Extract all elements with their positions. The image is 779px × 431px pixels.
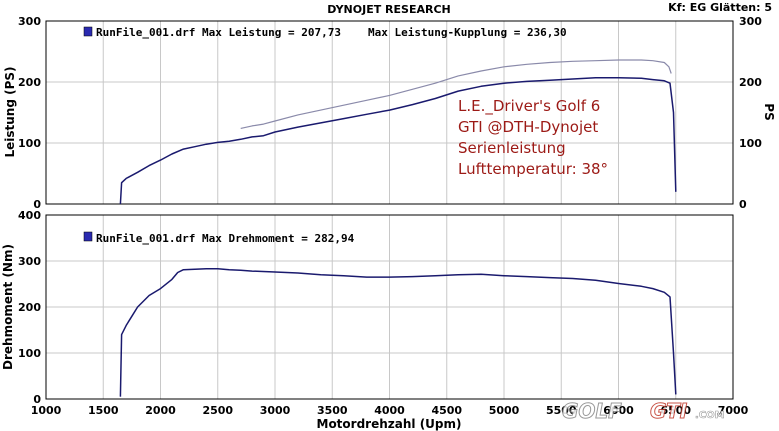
power-series-line-secondary (240, 59, 672, 129)
power-y-tick-label: 0 (33, 198, 41, 211)
power-y-axis-label: Leistung (PS) (3, 66, 17, 157)
torque-panel: 0 100 200 300 400 1000 1500 2000 2500 3000 3500 40… (1, 209, 749, 431)
annotation-line-1: L.E._Driver's Golf 6 (458, 97, 600, 116)
rpm-x-tick-label: 4500 (431, 404, 462, 417)
settings-label: Kf: EG Glätten: 5 (668, 1, 772, 14)
power-y-tick-label: 200 (18, 76, 41, 89)
power-plot-frame (45, 20, 734, 205)
rpm-x-tick-label: 5500 (546, 404, 577, 417)
power-legend-secondary: Max Leistung-Kupplung = 236,30 (368, 26, 567, 39)
watermark-golf-text: GOLF (562, 399, 622, 423)
power-y-tick-label-right: 200 (739, 76, 762, 89)
rpm-x-axis-label: Motordrehzahl (Upm) (317, 417, 462, 431)
torque-y-tick-label: 200 (18, 301, 41, 314)
rpm-x-tick-label: 3500 (317, 404, 348, 417)
torque-y-tick-label: 100 (18, 347, 41, 360)
torque-series-layer (119, 268, 677, 397)
golfgti-watermark-logo: GOLF GTI .COM (562, 399, 725, 424)
torque-y-axis-label: Drehmoment (Nm) (1, 244, 15, 370)
rpm-x-tick-label: 1000 (31, 404, 62, 417)
annotation-line-3: Serienleistung (458, 139, 566, 157)
rpm-x-tick-labels: 1000 1500 2000 2500 3000 3500 4000 4500 5000 5500… (31, 404, 749, 417)
rpm-x-tick-label: 6500 (660, 404, 691, 417)
watermark-gti-text: GTI (650, 399, 688, 423)
power-grid (46, 21, 733, 204)
power-y-tick-label-right: 100 (739, 137, 762, 150)
power-y-tick-label: 300 (18, 15, 41, 28)
power-y-axis-label-right: PS (762, 103, 776, 120)
power-y-tick-label-right: 300 (739, 15, 762, 28)
power-series-line-primary (119, 76, 677, 205)
annotation-line-2: GTI @DTH-Dynojet (458, 118, 598, 136)
run-annotation: L.E._Driver's Golf 6 GTI @DTH-Dynojet Se… (458, 97, 608, 178)
torque-plot-frame (45, 214, 734, 400)
chart-title: DYNOJET RESEARCH (327, 3, 450, 16)
rpm-x-tick-label: 2000 (145, 404, 176, 417)
rpm-x-tick-label: 6000 (603, 404, 634, 417)
rpm-x-tick-label: 4000 (374, 404, 405, 417)
power-y-tick-label: 100 (18, 137, 41, 150)
torque-y-tick-label: 400 (18, 209, 41, 222)
annotation-line-4: Lufttemperatur: 38° (458, 160, 608, 178)
power-legend-primary: RunFile_001.drf Max Leistung = 207,73 (96, 26, 341, 39)
legend-marker-icon (83, 26, 93, 37)
power-series-layer (119, 59, 677, 205)
legend-marker-icon (83, 231, 93, 242)
power-y-tick-labels-right: 0 100 200 300 (739, 15, 762, 211)
power-panel: 0 100 200 300 0 100 200 300 Leistung (PS) PS R… (3, 15, 776, 211)
rpm-x-tick-label: 7000 (718, 404, 749, 417)
torque-y-tick-label: 0 (33, 393, 41, 406)
power-y-tick-labels: 0 100 200 300 (18, 15, 41, 211)
torque-legend-primary: RunFile_001.drf Max Drehmoment = 282,94 (96, 232, 355, 245)
torque-series-line-primary (119, 268, 677, 397)
rpm-x-tick-label: 1500 (88, 404, 119, 417)
watermark-com-text: .COM (695, 410, 725, 421)
rpm-x-tick-label: 3000 (260, 404, 291, 417)
rpm-x-tick-label: 5000 (489, 404, 520, 417)
torque-y-tick-labels: 0 100 200 300 400 (18, 209, 41, 406)
torque-y-tick-label: 300 (18, 255, 41, 268)
rpm-x-tick-label: 2500 (202, 404, 233, 417)
power-y-tick-label-right: 0 (739, 198, 747, 211)
torque-grid (46, 215, 733, 399)
